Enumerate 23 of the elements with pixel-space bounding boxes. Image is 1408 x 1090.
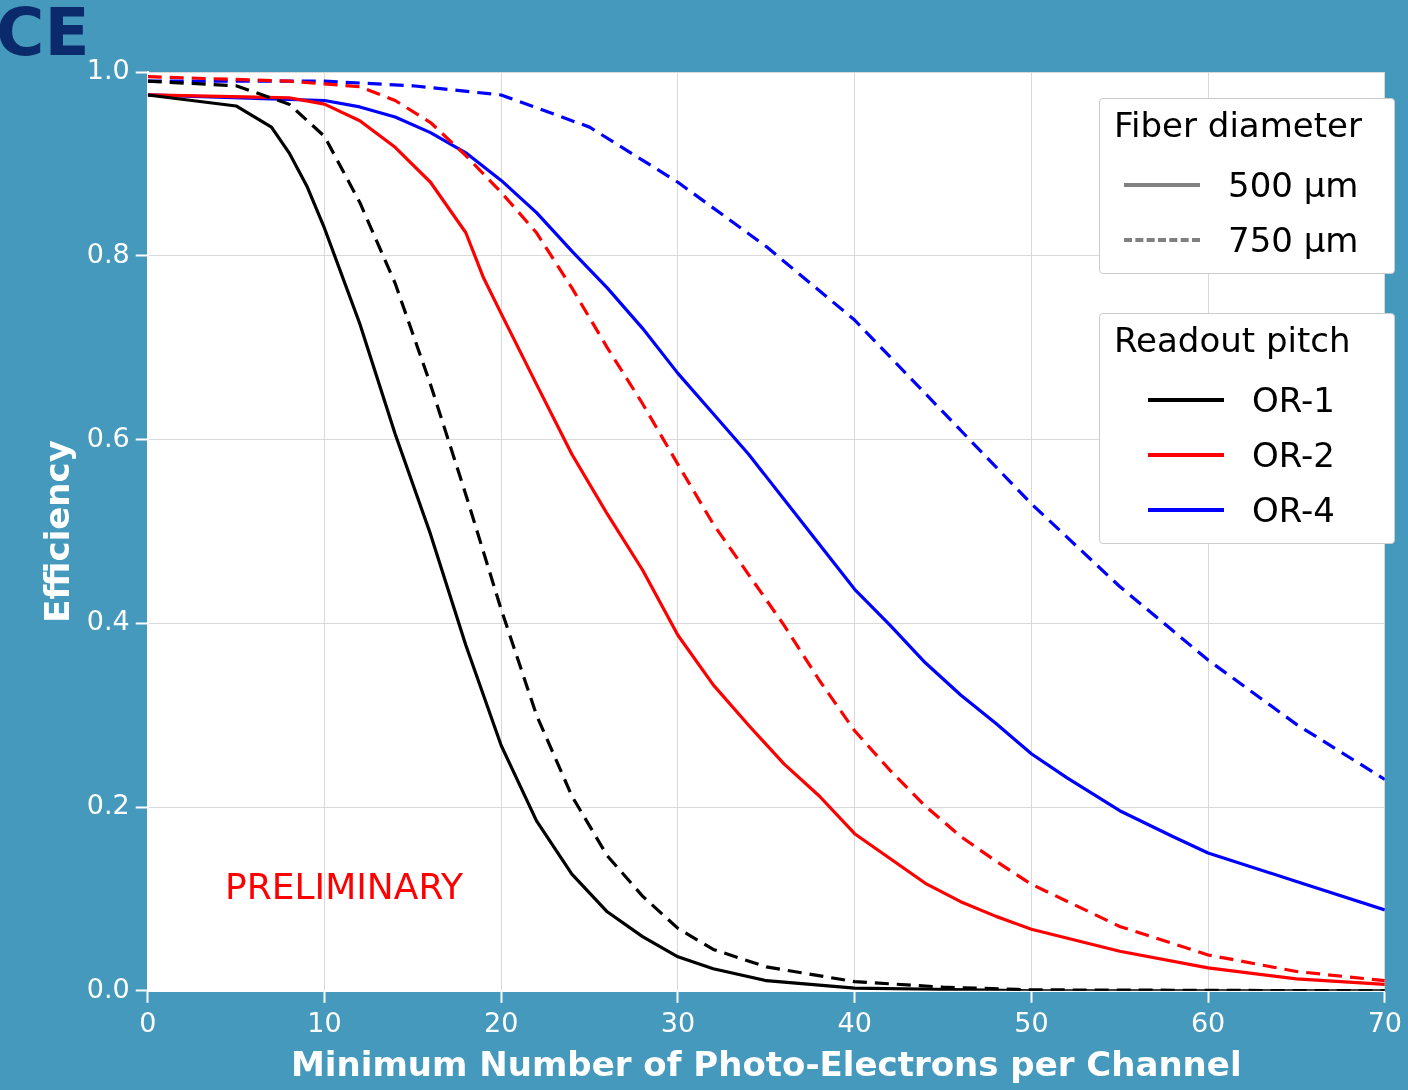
x-tick-label: 0 (139, 1007, 157, 1039)
y-tick-label: 0.2 (86, 789, 130, 821)
legend-title: Readout pitch (1114, 320, 1352, 362)
annotation: 500 μm (1228, 164, 1359, 205)
y-tick-label: 0.4 (86, 605, 130, 637)
x-tick-label: 30 (660, 1007, 696, 1039)
x-tick-label: 20 (484, 1007, 519, 1039)
y-tick-label: 0.0 (86, 972, 130, 1004)
annotation: Fiber diameter (1114, 105, 1363, 147)
x-tick-label: 70 (1367, 1007, 1402, 1039)
x-tick-label: 10 (307, 1007, 342, 1039)
legend-label: OR-4 (1252, 489, 1335, 530)
annotation: PRELIMINARY (225, 866, 464, 907)
x-tick-label: 40 (837, 1007, 872, 1039)
annotation: 750 μm (1228, 219, 1359, 260)
y-axis-title: Efficiency (37, 440, 78, 623)
x-axis-title: Minimum Number of Photo-Electrons per Channel (291, 1044, 1242, 1085)
x-tick-label: 50 (1014, 1007, 1049, 1039)
legend-label: OR-2 (1252, 434, 1335, 475)
x-tick-label: 60 (1190, 1007, 1226, 1039)
legend-label: OR-1 (1252, 379, 1335, 420)
y-tick-label: 0.8 (86, 237, 130, 269)
y-tick-label: 0.6 (86, 421, 130, 453)
